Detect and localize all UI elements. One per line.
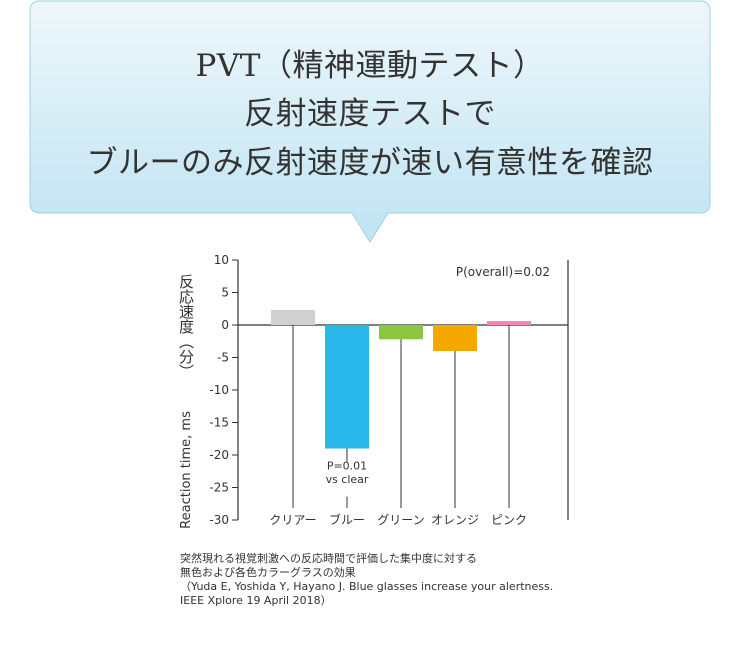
category-label: グリーン xyxy=(377,513,424,527)
headline-line-1: PVT（精神運動テスト） xyxy=(195,48,545,84)
y-tick-label: -20 xyxy=(209,448,229,462)
annotation-p-value: P=0.01 xyxy=(327,459,367,472)
category-label: ピンク xyxy=(491,513,527,527)
caption-line-4: IEEE Xplore 19 April 2018） xyxy=(180,594,332,607)
category-label: クリアー xyxy=(269,513,316,527)
headline-line-2: 反射速度テストで xyxy=(244,96,496,132)
annotation-vs-clear: vs clear xyxy=(326,473,369,486)
headline-callout xyxy=(29,0,711,243)
y-tick-label: 0 xyxy=(221,318,229,332)
y-tick-label: -25 xyxy=(209,481,229,495)
reaction-time-bar-chart: 10 5 0 -5 -10 -15 -20 -25 -30 反応速度（分） Reaction tim… xyxy=(177,253,569,529)
y-axis-label-ja: 反応速度（分） xyxy=(177,274,195,379)
bar-2 xyxy=(325,325,369,449)
y-tick-label: -5 xyxy=(217,351,229,365)
overall-p-value: P(overall)=0.02 xyxy=(456,265,550,279)
caption-line-3: （Yuda E, Yoshida Y, Hayano J. Blue glass… xyxy=(180,580,554,593)
category-label: ブルー xyxy=(329,512,365,527)
bar-3 xyxy=(379,325,423,340)
y-axis-label-en: Reaction time, ms xyxy=(179,411,194,529)
caption-line-2: 無色および各色カラーグラスの効果 xyxy=(180,566,356,579)
headline-line-3: ブルーのみ反射速度が速い有意性を確認 xyxy=(86,145,654,181)
category-label: オレンジ xyxy=(431,513,479,527)
bar-4 xyxy=(433,325,477,351)
y-tick-label: -30 xyxy=(209,513,229,527)
bar-5 xyxy=(487,321,531,325)
y-tick-label: 10 xyxy=(214,253,229,267)
callout-bubble xyxy=(29,0,711,243)
y-tick-label: -15 xyxy=(209,416,229,430)
y-tick-label: -10 xyxy=(209,383,229,397)
bar-1 xyxy=(271,310,315,325)
y-tick-label: 5 xyxy=(221,286,229,300)
caption-line-1: 突然現れる視覚刺激への反応時間で評価した集中度に対する xyxy=(180,552,477,565)
